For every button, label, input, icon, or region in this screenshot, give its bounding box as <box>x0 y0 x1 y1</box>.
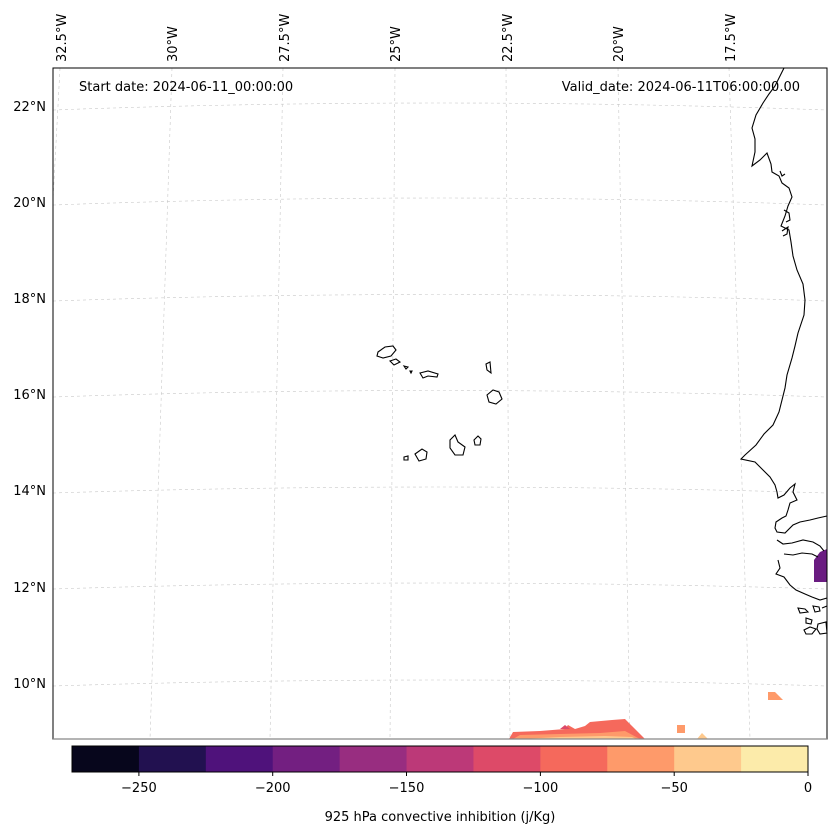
grid-lon-27p5 <box>269 67 284 740</box>
coast-mainland <box>739 67 828 534</box>
coast-segment-a <box>779 170 786 177</box>
grid-lat-20 <box>52 197 828 206</box>
grid-lat-16 <box>52 390 828 398</box>
coast-segment-b <box>783 209 791 223</box>
grid-lon-20 <box>617 67 631 740</box>
lon-label-25w: 25°W <box>389 26 404 62</box>
lat-label-14n: 14°N <box>13 484 46 499</box>
lon-label-30w: 30°W <box>166 26 181 62</box>
start-date-label: Start date: 2024-06-11_00:00:00 <box>79 80 293 95</box>
cape-verde-islands <box>376 345 503 462</box>
coast-guinea-fragment <box>821 605 828 609</box>
cin-field-orange-spot <box>677 725 685 733</box>
island-sao-nicolau <box>419 370 439 379</box>
grid-lon-32p5 <box>52 67 61 201</box>
valid-date-label: Valid_date: 2024-06-11T06:00:00.00 <box>562 80 800 95</box>
cin-field-light-orange <box>520 736 636 739</box>
island-maio <box>473 435 482 446</box>
colorbar-tick-label: −250 <box>121 781 157 796</box>
lat-label-18n: 18°N <box>13 292 46 307</box>
coast-guinea-bissau <box>775 559 828 601</box>
colorbar-tick-label: −200 <box>255 781 291 796</box>
colorbar-swatch <box>205 746 274 772</box>
latitude-labels: 22°N 20°N 18°N 16°N 14°N 12°N 10°N <box>13 100 46 692</box>
coast-segment-c <box>781 225 789 237</box>
colorbar: −250 −200 −150 −100 −50 0 925 hPa convec… <box>71 745 812 825</box>
lat-label-16n: 16°N <box>13 388 46 403</box>
island-santiago <box>449 434 466 456</box>
grid-lat-12 <box>52 582 828 590</box>
colorbar-tick-label: −100 <box>523 781 559 796</box>
island-boa-vista <box>486 389 503 405</box>
bijagos-island-2 <box>812 605 821 613</box>
island-raso <box>409 370 413 375</box>
island-sal <box>485 361 492 375</box>
map-background <box>53 68 827 739</box>
lon-label-17p5w: 17.5°W <box>724 14 739 62</box>
grid-lat-18 <box>52 294 828 302</box>
island-brava <box>403 455 409 461</box>
colorbar-swatch <box>540 746 608 772</box>
cin-field-coastal-spot <box>768 692 783 700</box>
grid-lat-14 <box>52 486 828 494</box>
lon-label-27p5w: 27.5°W <box>278 14 293 62</box>
colorbar-tick-label: −50 <box>660 781 687 796</box>
colorbar-swatch <box>339 746 408 772</box>
african-coastline <box>739 67 828 635</box>
map-panel: Start date: 2024-06-11_00:00:00 Valid_da… <box>52 67 828 740</box>
lat-label-22n: 22°N <box>13 100 46 115</box>
island-santa-luzia <box>402 365 410 370</box>
colorbar-swatch <box>138 746 207 772</box>
coast-gambia-south <box>783 552 819 558</box>
bijagos-island-3 <box>805 617 813 625</box>
lon-label-20w: 20°W <box>612 26 627 62</box>
colorbar-swatch <box>607 746 675 772</box>
graticule <box>52 67 828 740</box>
colorbar-swatch <box>741 746 809 772</box>
lat-label-10n: 10°N <box>13 677 46 692</box>
colorbar-label: 925 hPa convective inhibition (j/Kg) <box>325 810 556 825</box>
bijagos-island-1 <box>797 607 810 614</box>
bijagos-island-5 <box>816 621 828 635</box>
lat-label-12n: 12°N <box>13 581 46 596</box>
colorbar-swatch <box>406 746 474 772</box>
grid-lon-25 <box>389 67 396 740</box>
longitude-labels: 32.5°W 30°W 27.5°W 25°W 22.5°W 20°W 17.5… <box>55 14 739 62</box>
colorbar-swatch <box>272 746 341 772</box>
colorbar-swatches <box>72 746 809 772</box>
colorbar-frame <box>71 745 809 773</box>
colorbar-tick-label: −150 <box>389 781 425 796</box>
grid-lon-30 <box>149 67 173 740</box>
coast-gambia-north <box>776 539 825 552</box>
island-sao-vicente <box>388 358 402 366</box>
grid-lat-10 <box>52 679 828 687</box>
colorbar-swatch <box>72 746 140 772</box>
cin-field-light-spot <box>697 733 708 739</box>
cin-field <box>509 549 827 739</box>
grid-lon-17p5 <box>728 67 751 740</box>
cin-field-purple-patch <box>814 549 827 582</box>
lon-label-22p5w: 22.5°W <box>501 14 516 62</box>
island-fogo <box>414 448 428 462</box>
bijagos-island-4 <box>803 626 817 635</box>
colorbar-swatch <box>674 746 742 772</box>
colorbar-swatch <box>473 746 541 772</box>
grid-lon-22p5 <box>505 67 511 740</box>
grid-lat-22 <box>52 102 828 111</box>
cin-field-red-spot <box>560 725 570 729</box>
colorbar-ticks <box>138 772 809 776</box>
lat-label-20n: 20°N <box>13 196 46 211</box>
colorbar-tick-label: 0 <box>804 781 812 796</box>
island-santo-antao <box>376 345 397 359</box>
lon-label-32p5w: 32.5°W <box>55 14 70 62</box>
